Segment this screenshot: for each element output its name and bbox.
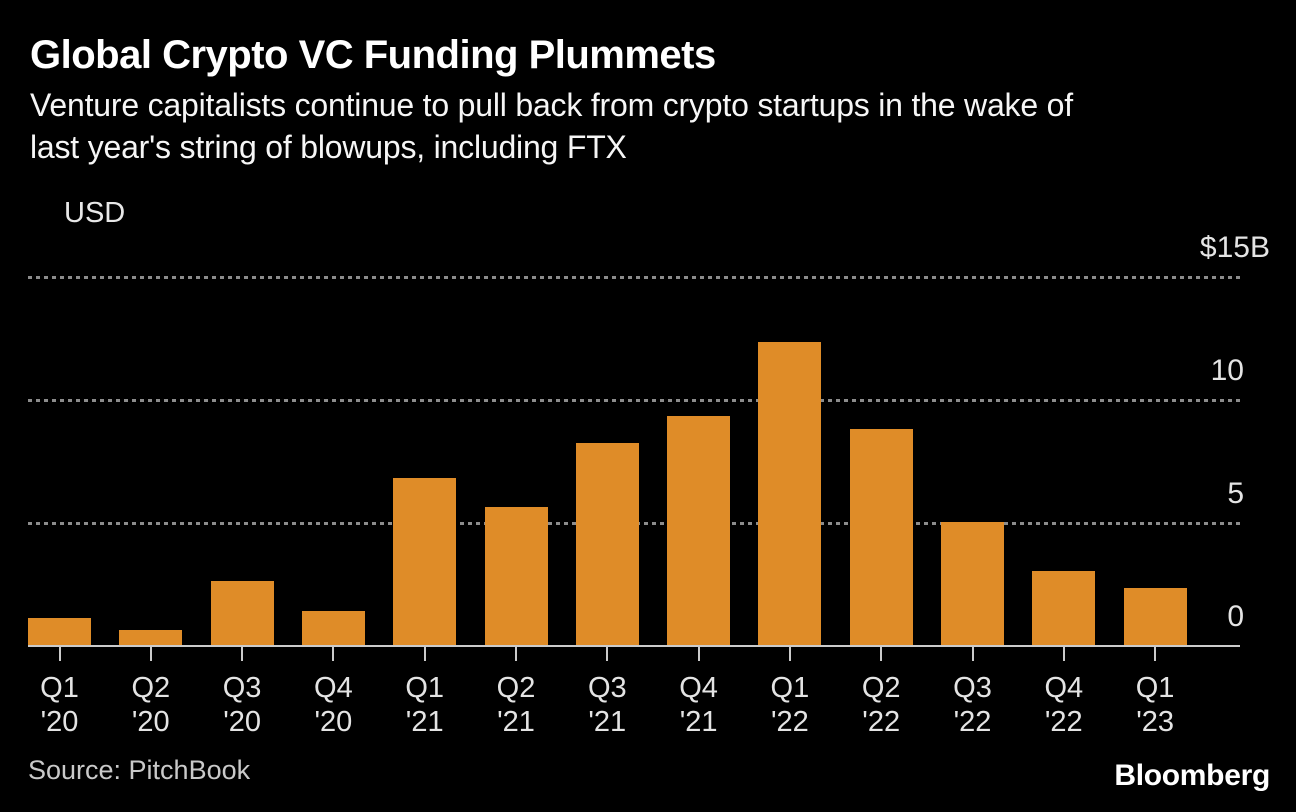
x-tick-q1-23 bbox=[1154, 646, 1157, 661]
chart-subtitle-line-2: last year's string of blowups, including… bbox=[30, 129, 627, 165]
x-axis-label-q2-21: Q2'21 bbox=[496, 672, 536, 738]
x-axis-label-q3-20: Q3'20 bbox=[222, 672, 262, 738]
x-tick-q1-22 bbox=[788, 646, 791, 661]
y-axis-label-15b: $15B bbox=[1199, 231, 1270, 264]
x-tick-q1-20 bbox=[58, 646, 61, 661]
x-tick-q3-20 bbox=[241, 646, 244, 661]
source-note: Source: PitchBook bbox=[28, 755, 251, 785]
x-tick-q3-21 bbox=[606, 646, 609, 661]
bar-q1-20 bbox=[28, 618, 91, 645]
x-axis-label-q1-20: Q1'20 bbox=[40, 672, 79, 738]
bar-q3-21 bbox=[575, 443, 639, 645]
legend-label: USD bbox=[64, 197, 126, 229]
legend: USD bbox=[32, 197, 126, 229]
x-axis-label-q2-20: Q2'20 bbox=[131, 672, 171, 738]
x-axis-label-q4-21: Q4'21 bbox=[679, 672, 718, 738]
x-axis-label-q2-22: Q2'22 bbox=[861, 672, 901, 738]
x-axis-label-q4-22: Q4'22 bbox=[1044, 672, 1084, 738]
x-axis-line bbox=[28, 645, 1240, 647]
bar-q4-21 bbox=[667, 416, 731, 645]
bloomberg-logo: Bloomberg bbox=[1114, 759, 1270, 792]
x-tick-q2-20 bbox=[149, 646, 152, 661]
legend-swatch-icon bbox=[32, 203, 52, 223]
bar-q2-20 bbox=[119, 630, 183, 645]
bar-q1-22 bbox=[758, 342, 822, 645]
x-axis-label-q3-21: Q3'21 bbox=[587, 672, 627, 738]
y-axis-label-10: 10 bbox=[1210, 354, 1244, 387]
bar-q4-22 bbox=[1032, 571, 1096, 645]
x-tick-q3-22 bbox=[971, 646, 974, 661]
chart-title: Global Crypto VC Funding Plummets bbox=[30, 33, 716, 77]
x-tick-q2-22 bbox=[880, 646, 883, 661]
y-axis-label-5: 5 bbox=[1227, 477, 1244, 510]
chart-subtitle-line-1: Venture capitalists continue to pull bac… bbox=[30, 87, 1073, 123]
x-tick-q4-20 bbox=[332, 646, 335, 661]
gridline-10 bbox=[28, 399, 1240, 402]
x-axis-label-q1-22: Q1'22 bbox=[770, 672, 810, 738]
bar-q1-21 bbox=[393, 478, 457, 645]
y-axis-label-0: 0 bbox=[1227, 600, 1244, 633]
gridline-15 bbox=[28, 276, 1240, 279]
x-tick-q1-21 bbox=[423, 646, 426, 661]
bar-q1-23 bbox=[1123, 588, 1187, 645]
x-axis-label-q4-20: Q4'20 bbox=[314, 672, 353, 738]
x-axis-label-q1-23: Q1'23 bbox=[1135, 672, 1175, 738]
bar-q3-20 bbox=[210, 581, 274, 645]
bar-q2-21 bbox=[484, 507, 548, 645]
x-tick-q4-21 bbox=[697, 646, 700, 661]
chart-subtitle: Venture capitalists continue to pull bac… bbox=[30, 84, 1073, 168]
x-axis-label-q1-21: Q1'21 bbox=[405, 672, 445, 738]
x-tick-q2-21 bbox=[515, 646, 517, 661]
bar-q4-20 bbox=[301, 611, 365, 645]
bar-q2-22 bbox=[849, 429, 913, 645]
x-axis-label-q3-22: Q3'22 bbox=[953, 672, 992, 738]
x-tick-q4-22 bbox=[1062, 646, 1065, 661]
bar-q3-22 bbox=[941, 522, 1004, 645]
